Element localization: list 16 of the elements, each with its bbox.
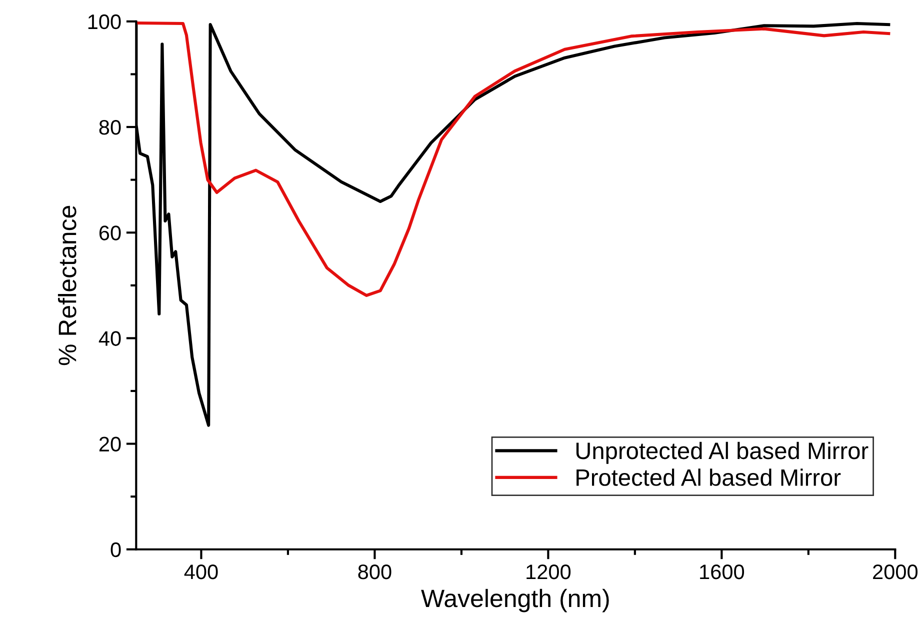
y-axis-title: % Reflectance bbox=[58, 206, 76, 366]
legend-label: Unprotected Al based Mirror bbox=[576, 442, 868, 464]
x-tick-label: 1200 bbox=[526, 564, 571, 580]
x-tick-label: 400 bbox=[184, 564, 218, 580]
x-tick-label: 2000 bbox=[873, 564, 918, 580]
y-tick-label: 40 bbox=[98, 331, 121, 346]
y-tick-label: 20 bbox=[99, 436, 121, 452]
line-series bbox=[136, 21, 890, 297]
y-tick-label: 100 bbox=[88, 14, 121, 30]
y-tick-label: 80 bbox=[99, 120, 121, 135]
x-tick-label: 800 bbox=[358, 564, 392, 580]
x-axis-title: Wavelength (nm) bbox=[421, 588, 609, 612]
y-tick-label: 60 bbox=[99, 226, 121, 240]
x-tick-label: 1600 bbox=[700, 564, 744, 580]
legend-label: Protected Al based Mirror bbox=[576, 468, 841, 486]
y-tick-label: 0 bbox=[110, 542, 121, 558]
